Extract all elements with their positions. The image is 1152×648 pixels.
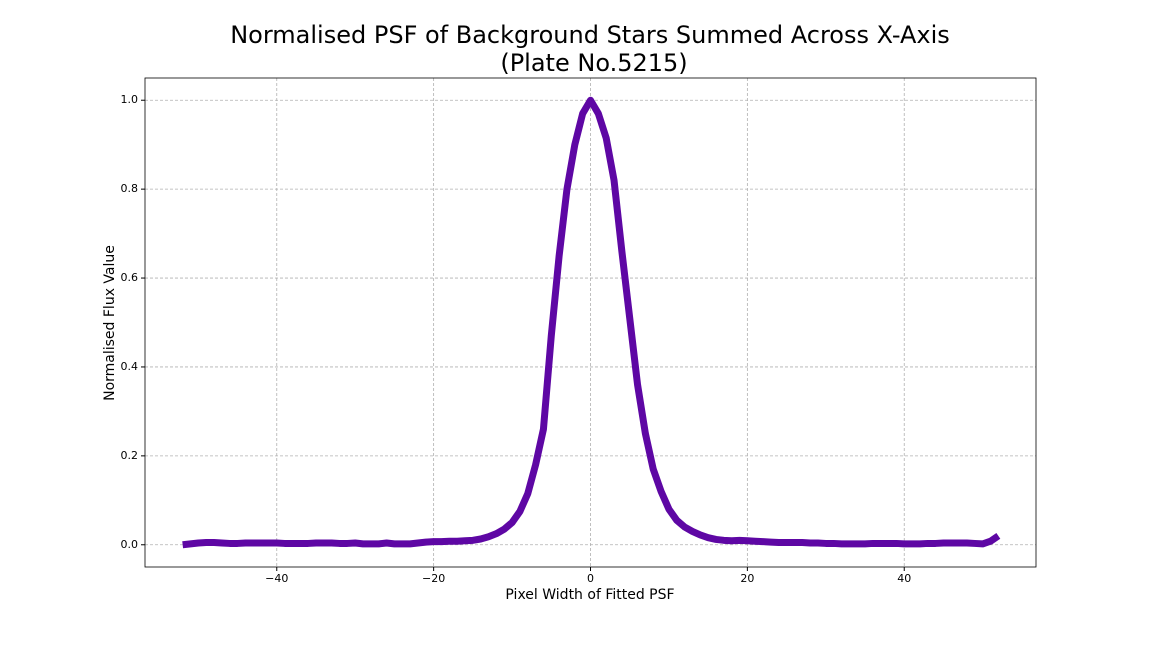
y-axis-label: Normalised Flux Value: [102, 245, 118, 401]
y-tick-label: 0.0: [121, 538, 139, 551]
plot-frame: [144, 77, 1037, 568]
data-line: [182, 96, 1001, 549]
chart-subtitle: (Plate No.5215): [500, 49, 687, 77]
x-tick-label: 0: [587, 572, 594, 585]
y-tick-label: 0.4: [121, 360, 139, 373]
chart-title: Normalised PSF of Background Stars Summe…: [230, 21, 950, 49]
x-tick-label: −40: [265, 572, 288, 585]
x-tick-label: 20: [740, 572, 754, 585]
x-tick-label: −20: [422, 572, 445, 585]
x-tick-label: 40: [897, 572, 911, 585]
y-tick-label: 0.2: [121, 449, 139, 462]
y-tick-label: 0.8: [121, 182, 139, 195]
y-tick-label: 0.6: [121, 271, 139, 284]
y-tick-label: 1.0: [121, 93, 139, 106]
x-axis-label: Pixel Width of Fitted PSF: [505, 587, 674, 603]
